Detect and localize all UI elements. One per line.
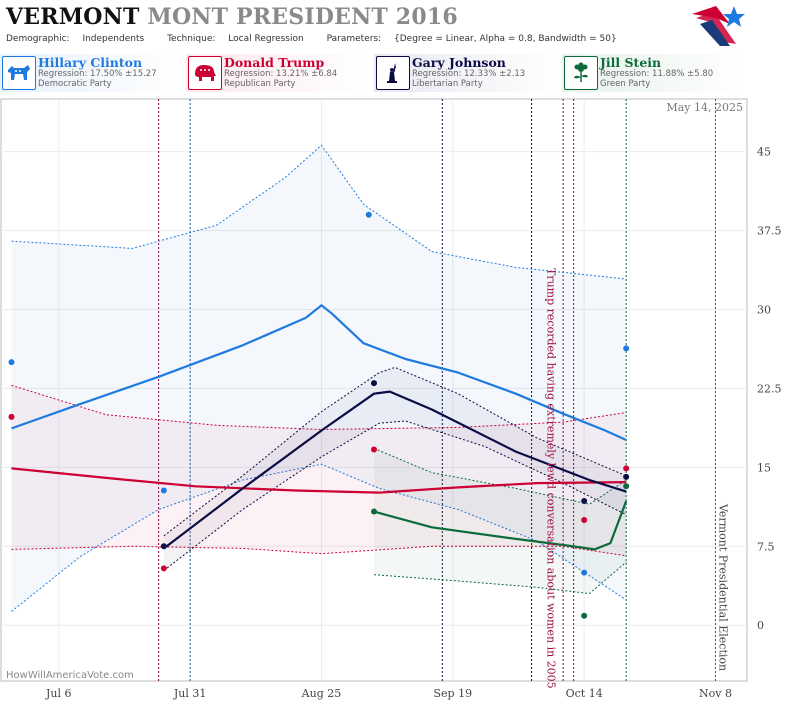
candidate-regression: Regression: 11.88% ±5.80 bbox=[600, 69, 714, 79]
line-jill-stein bbox=[373, 500, 628, 551]
y-tick-2: 15 bbox=[757, 461, 771, 474]
point-jill-stein-2[interactable] bbox=[623, 483, 630, 490]
line-hillary-clinton bbox=[11, 304, 627, 442]
poll-regression-chart: Trump recorded having extremely lewd con… bbox=[0, 98, 782, 700]
demographic: Demographic: Independents bbox=[6, 34, 145, 44]
point-hillary-clinton-0[interactable] bbox=[8, 359, 15, 366]
poll-points bbox=[8, 211, 630, 619]
candidate-party: Green Party bbox=[600, 79, 651, 89]
point-hillary-clinton-3[interactable] bbox=[581, 569, 588, 576]
statue-of-liberty-icon bbox=[376, 56, 410, 90]
site-logo-icon bbox=[692, 6, 745, 46]
point-donald-trump-2[interactable] bbox=[371, 446, 377, 453]
candidate-party: Libertarian Party bbox=[412, 79, 483, 89]
elephant-icon bbox=[188, 56, 222, 90]
legend-item-johnson[interactable]: Gary Johnson Regression: 12.33% ±2.13 Li… bbox=[374, 54, 558, 92]
x-axis: Jul 6 Jul 31 Aug 25 Sep 19 Oct 14 Nov 8 bbox=[45, 687, 732, 700]
band-hillary-clinton bbox=[11, 145, 627, 612]
legend-item-trump[interactable]: Donald Trump Regression: 13.21% ±6.84 Re… bbox=[186, 54, 370, 92]
y-tick-1: 7.5 bbox=[757, 540, 775, 553]
band-lower-donald-trump bbox=[11, 545, 627, 557]
legend-item-stein[interactable]: Jill Stein Regression: 11.88% ±5.80 Gree… bbox=[562, 54, 746, 92]
legend-item-clinton[interactable]: Hillary Clinton Regression: 17.50% ±15.2… bbox=[0, 54, 184, 92]
band-upper-donald-trump bbox=[11, 384, 627, 431]
date-label: May 14, 2025 bbox=[666, 101, 743, 114]
candidate-regression: Regression: 13.21% ±6.84 bbox=[224, 69, 338, 79]
technique: Technique: Local Regression bbox=[167, 34, 304, 44]
candidate-name: Gary Johnson bbox=[412, 55, 506, 70]
point-hillary-clinton-4[interactable] bbox=[623, 345, 630, 352]
grid-lines bbox=[1, 99, 747, 681]
title-state: VERMONT bbox=[6, 4, 140, 30]
confidence-bands bbox=[11, 144, 627, 612]
page-title: VERMONT MONT PRESIDENT 2016 bbox=[6, 4, 458, 30]
y-tick-5: 37.5 bbox=[757, 225, 782, 238]
point-hillary-clinton-1[interactable] bbox=[160, 487, 167, 494]
x-tick-3: Sep 19 bbox=[434, 687, 473, 700]
donkey-icon bbox=[2, 56, 36, 90]
line-donald-trump bbox=[11, 467, 627, 494]
candidate-party: Republican Party bbox=[224, 79, 296, 89]
y-tick-4: 30 bbox=[757, 303, 771, 316]
x-tick-2: Aug 25 bbox=[301, 687, 342, 700]
candidate-regression: Regression: 12.33% ±2.13 bbox=[412, 69, 526, 79]
y-tick-6: 45 bbox=[757, 146, 771, 159]
point-hillary-clinton-2[interactable] bbox=[365, 211, 372, 218]
parameters-line: Demographic: Independents Technique: Loc… bbox=[6, 34, 637, 44]
watermark: HowWillAmericaVote.com bbox=[6, 670, 134, 681]
candidate-name: Hillary Clinton bbox=[38, 55, 143, 70]
band-upper-jill-stein bbox=[373, 447, 627, 505]
candidate-name: Jill Stein bbox=[600, 55, 662, 70]
point-jill-stein-0[interactable] bbox=[371, 508, 377, 515]
candidate-legend: Hillary Clinton Regression: 17.50% ±15.2… bbox=[0, 54, 789, 94]
poll-date-lines bbox=[158, 99, 716, 681]
candidate-name: Donald Trump bbox=[224, 55, 325, 70]
band-lower-hillary-clinton bbox=[11, 463, 627, 612]
title-rest: MONT PRESIDENT 2016 bbox=[147, 4, 458, 30]
point-gary-johnson-2[interactable] bbox=[581, 498, 588, 505]
x-tick-1: Jul 31 bbox=[173, 687, 207, 700]
y-tick-0: 0 bbox=[757, 619, 764, 632]
x-tick-4: Oct 14 bbox=[566, 687, 603, 700]
point-donald-trump-4[interactable] bbox=[623, 465, 630, 472]
x-tick-0: Jul 6 bbox=[45, 687, 72, 700]
band-lower-jill-stein bbox=[373, 561, 627, 595]
point-donald-trump-1[interactable] bbox=[160, 565, 167, 572]
band-upper-hillary-clinton bbox=[11, 144, 627, 280]
band-donald-trump bbox=[11, 385, 627, 556]
annotation-1: Vermont Presidential Election bbox=[716, 503, 729, 671]
y-tick-3: 22.5 bbox=[757, 382, 782, 395]
flower-icon bbox=[564, 56, 598, 90]
candidate-party: Democratic Party bbox=[38, 79, 112, 89]
point-gary-johnson-0[interactable] bbox=[160, 543, 167, 550]
candidate-regression: Regression: 17.50% ±15.27 bbox=[38, 69, 157, 79]
point-donald-trump-0[interactable] bbox=[8, 413, 15, 420]
point-donald-trump-3[interactable] bbox=[581, 516, 588, 523]
plot-frame bbox=[0, 98, 748, 682]
x-tick-5: Nov 8 bbox=[699, 687, 732, 700]
point-gary-johnson-1[interactable] bbox=[371, 380, 377, 387]
annotations: Trump recorded having extremely lewd con… bbox=[544, 268, 729, 689]
point-jill-stein-1[interactable] bbox=[581, 612, 588, 619]
annotation-0: Trump recorded having extremely lewd con… bbox=[544, 268, 557, 689]
y-axis: 0 7.5 15 22.5 30 37.5 45 bbox=[757, 146, 782, 633]
point-gary-johnson-3[interactable] bbox=[623, 473, 630, 480]
line-gary-johnson bbox=[163, 390, 627, 550]
band-jill-stein bbox=[374, 448, 627, 594]
parameters: Parameters: {Degree = Linear, Alpha = 0.… bbox=[326, 34, 617, 44]
regression-lines bbox=[11, 304, 628, 551]
